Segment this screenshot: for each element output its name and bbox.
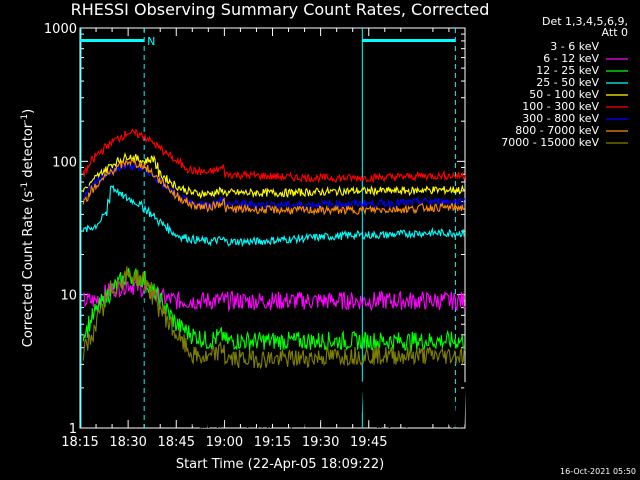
y-axis-label-part3: ) — [21, 109, 36, 114]
legend-header: Att 0 — [602, 26, 628, 39]
series-line-5 — [82, 128, 466, 184]
x-tick-label: 19:15 — [254, 435, 291, 450]
y-axis-label: Corrected Count Rate (s-1 detector-1) — [20, 109, 36, 347]
legend-entry: 7000 - 15000 keV — [501, 136, 599, 149]
series-line-4 — [82, 152, 466, 200]
series-line-0 — [82, 286, 466, 430]
series-line-6 — [83, 160, 466, 210]
x-tick-label: 19:30 — [302, 435, 339, 450]
y-tick-label: 1 — [69, 422, 77, 437]
x-axis-label: Start Time (22-Apr-05 18:09:22) — [176, 457, 384, 472]
series-line-3 — [82, 184, 466, 248]
x-tick-label: 18:15 — [61, 435, 98, 450]
y-tick-label: 1000 — [44, 22, 77, 37]
x-tick-label: 19:00 — [206, 435, 243, 450]
chart-title: RHESSI Observing Summary Count Rates, Co… — [71, 0, 490, 19]
x-axis-ticks: 18:15 18:30 18:45 19:00 19:15 19:30 19:45 — [61, 28, 450, 450]
timestamp: 16-Oct-2021 05:50 — [560, 467, 636, 476]
y-tick-label: 100 — [52, 155, 77, 170]
y-axis-label-part1: Corrected Count Rate (s — [21, 191, 36, 348]
legend-entry: 3 - 6 keV — [550, 40, 599, 53]
x-tick-label: 18:30 — [109, 435, 146, 450]
series-line-8 — [82, 266, 466, 370]
legend-header: Det 1,3,4,5,6,9, — [542, 15, 628, 28]
y-tick-label: 10 — [60, 289, 77, 304]
marker-lines: N — [80, 28, 456, 428]
legend-entry: 800 - 7000 keV — [515, 124, 599, 137]
legend-entry: 25 - 50 keV — [536, 76, 599, 89]
legend-entry: 50 - 100 keV — [529, 88, 599, 101]
y-axis-label-sup1: -1 — [20, 182, 30, 191]
series-line-7 — [82, 158, 466, 216]
y-axis-ticks: 1 10 100 1000 — [44, 22, 465, 437]
legend-entry: 100 - 300 keV — [522, 100, 599, 113]
x-tick-label: 18:45 — [158, 435, 195, 450]
night-bar — [80, 39, 145, 42]
night-label: N — [147, 35, 155, 48]
x-tick-label: 19:45 — [350, 435, 387, 450]
legend-entry: 300 - 800 keV — [522, 112, 599, 125]
series-group — [82, 128, 466, 430]
night-bar — [362, 39, 456, 42]
legend-entry: 6 - 12 keV — [543, 52, 599, 65]
y-axis-label-part2: detector — [21, 122, 36, 182]
plot-frame — [79, 27, 466, 429]
y-axis-label-sup2: -1 — [20, 114, 30, 123]
legend-entry: 12 - 25 keV — [536, 64, 599, 77]
